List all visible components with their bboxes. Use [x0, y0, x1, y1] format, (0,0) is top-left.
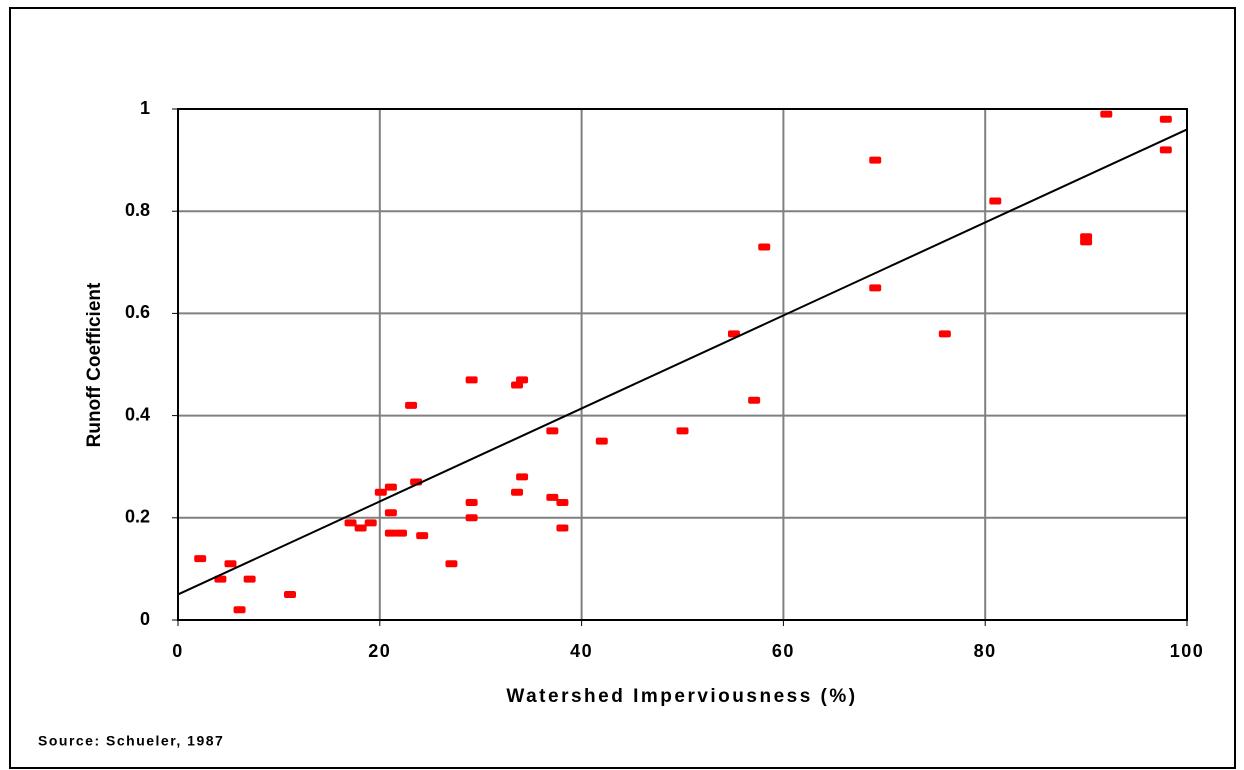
y-tick-label: 1	[140, 98, 150, 118]
point	[364, 519, 377, 527]
y-tick-label: 0	[140, 609, 150, 629]
point	[465, 498, 478, 506]
point	[727, 330, 740, 338]
point	[546, 427, 559, 435]
x-axis-title: Watershed Imperviousness (%)	[506, 686, 857, 707]
point	[344, 519, 357, 527]
point	[465, 514, 478, 522]
point	[1100, 110, 1113, 118]
point	[748, 396, 761, 404]
point	[374, 488, 387, 496]
point	[869, 284, 882, 292]
x-tick-label: 40	[570, 641, 593, 661]
plot-border	[177, 108, 1188, 621]
source: Source: Schueler, 1987	[38, 733, 224, 749]
y-tick-label: 0.8	[125, 200, 150, 220]
y-tick-label: 0.4	[125, 404, 150, 424]
point	[595, 437, 608, 445]
point	[384, 529, 397, 537]
point	[354, 524, 367, 532]
x-tick-label: 60	[772, 641, 795, 661]
point	[405, 401, 418, 409]
point	[1159, 146, 1172, 154]
point	[283, 590, 296, 598]
point	[194, 555, 207, 563]
point	[224, 560, 237, 568]
trend-line	[177, 128, 1188, 596]
point	[511, 488, 524, 496]
point	[676, 427, 689, 435]
point	[938, 330, 951, 338]
point	[1080, 233, 1093, 241]
x-tick-label: 20	[368, 641, 391, 661]
point	[556, 524, 569, 532]
point	[989, 197, 1002, 205]
frame	[9, 7, 1236, 769]
x-tick-label: 100	[1170, 641, 1205, 661]
point	[445, 560, 458, 568]
x-tick-label: 80	[974, 641, 997, 661]
point	[384, 509, 397, 517]
point	[556, 498, 569, 506]
point	[758, 243, 771, 251]
x-tick-label: 0	[172, 641, 184, 661]
y-tick-label: 0.2	[125, 507, 150, 527]
point	[465, 376, 478, 384]
point	[546, 493, 559, 501]
point	[394, 529, 407, 537]
point	[516, 473, 529, 481]
point	[243, 575, 256, 583]
y-tick-label: 0.6	[125, 302, 150, 322]
point	[384, 483, 397, 491]
point	[1159, 115, 1172, 123]
y-axis-title: Runoff Coefficient	[84, 282, 105, 447]
point	[869, 156, 882, 164]
point	[233, 606, 246, 614]
point	[416, 532, 429, 540]
point	[516, 376, 529, 384]
